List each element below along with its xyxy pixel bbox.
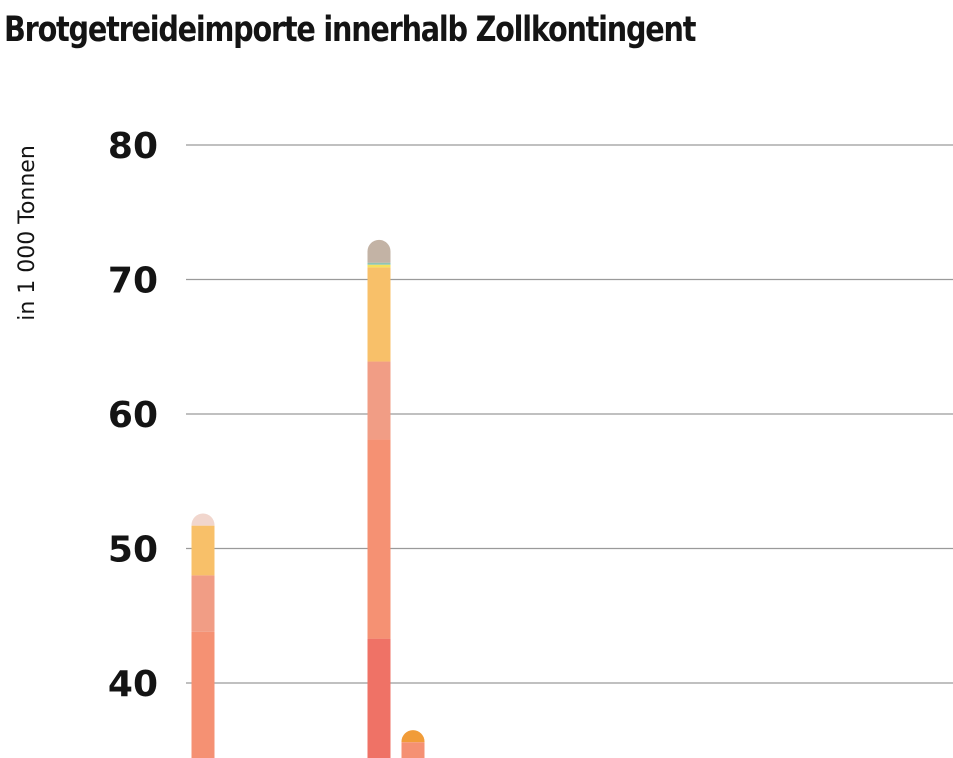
gridlines <box>186 144 953 684</box>
bar-segment <box>367 361 391 440</box>
bar-segment <box>367 262 391 265</box>
y-axis-ticks: 40 50 60 70 80 <box>108 126 158 705</box>
bar-segment <box>367 267 391 362</box>
bar-segment <box>191 525 215 576</box>
y-tick-label: 60 <box>108 395 158 436</box>
chart-title: Brotgetreideimporte innerhalb Zollkontin… <box>4 10 696 50</box>
y-tick-label: 70 <box>108 261 158 302</box>
bar-segment <box>367 264 391 268</box>
y-axis-label: in 1 000 Tonnen <box>15 145 40 321</box>
bar-segment <box>191 631 215 758</box>
bar-segment <box>191 513 215 526</box>
bar-segment <box>367 239 391 263</box>
bar-segment <box>191 575 215 632</box>
bar-segment <box>367 638 391 758</box>
bar-segment <box>401 742 425 758</box>
bar-segment <box>367 439 391 639</box>
y-tick-label: 40 <box>108 664 158 705</box>
y-tick-label: 50 <box>108 530 158 571</box>
bar-segment <box>401 730 425 743</box>
y-tick-label: 80 <box>108 126 158 167</box>
bars <box>191 239 425 758</box>
